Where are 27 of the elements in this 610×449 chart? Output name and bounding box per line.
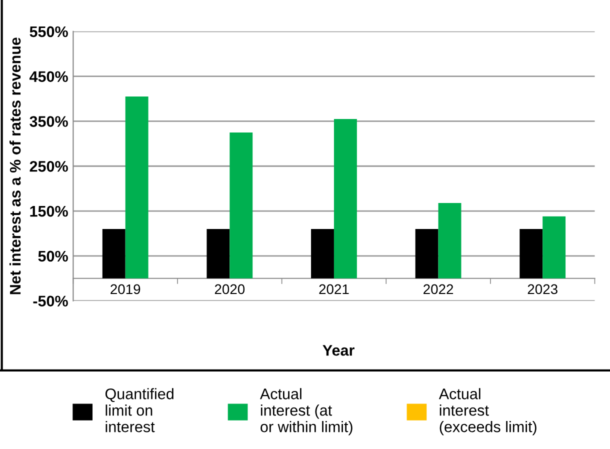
bar	[415, 228, 438, 278]
bar	[125, 96, 148, 278]
y-tick-label: 550%	[30, 26, 68, 38]
x-tick-label: 2022	[424, 284, 454, 294]
bar	[438, 202, 462, 278]
y-tick-label: 250%	[30, 161, 68, 172]
bar	[102, 228, 126, 278]
y-tick-label: -50%	[33, 296, 68, 307]
x-tick-label: 2020	[214, 284, 245, 294]
y-axis-title: Net interest as a % of rates revenue	[9, 38, 21, 294]
bar	[206, 228, 230, 278]
bar	[334, 118, 357, 278]
y-tick-label: 50%	[38, 250, 68, 262]
x-tick-label: 2021	[319, 284, 349, 294]
y-tick-label: 450%	[30, 71, 68, 82]
x-axis-title: Year	[322, 345, 354, 356]
legend-label: Quantified limit on interest	[105, 388, 174, 432]
bar	[311, 228, 334, 278]
x-tick-label: 2023	[528, 284, 558, 294]
bar	[542, 216, 566, 278]
bar	[520, 228, 543, 278]
x-tick-label: 2019	[110, 284, 140, 294]
y-tick-label: 150%	[30, 206, 68, 217]
legend-label: Actual interest (exceeds limit)	[438, 388, 536, 436]
y-tick-label: 350%	[30, 116, 68, 127]
legend-label: Actual interest (at or within limit)	[260, 388, 352, 436]
bar	[230, 132, 253, 278]
